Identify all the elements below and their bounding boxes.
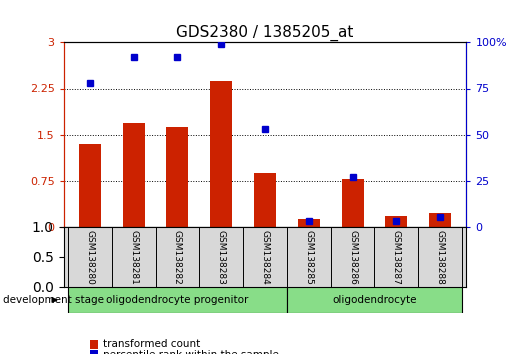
- Text: transformed count: transformed count: [103, 339, 200, 349]
- Bar: [210, 80, 232, 227]
- Text: GSM138282: GSM138282: [173, 230, 182, 284]
- Text: GSM138286: GSM138286: [348, 230, 357, 285]
- Text: oligodendrocyte progenitor: oligodendrocyte progenitor: [106, 295, 249, 305]
- Bar: [287, 287, 462, 313]
- Bar: [298, 219, 320, 227]
- Text: GSM138280: GSM138280: [85, 230, 94, 285]
- Text: GSM138284: GSM138284: [261, 230, 269, 284]
- Text: development stage: development stage: [3, 295, 104, 305]
- Bar: [68, 287, 287, 313]
- Text: GSM138285: GSM138285: [304, 230, 313, 285]
- Bar: [79, 144, 101, 227]
- Text: GSM138288: GSM138288: [436, 230, 445, 285]
- Bar: [166, 127, 188, 227]
- Text: GSM138281: GSM138281: [129, 230, 138, 285]
- Bar: [342, 179, 364, 227]
- Bar: [254, 172, 276, 227]
- Text: percentile rank within the sample: percentile rank within the sample: [103, 350, 279, 354]
- Bar: [123, 124, 145, 227]
- Text: GSM138287: GSM138287: [392, 230, 401, 285]
- Title: GDS2380 / 1385205_at: GDS2380 / 1385205_at: [176, 25, 354, 41]
- Bar: [385, 216, 407, 227]
- Bar: [429, 213, 451, 227]
- Text: oligodendrocyte: oligodendrocyte: [332, 295, 417, 305]
- Text: GSM138283: GSM138283: [217, 230, 226, 285]
